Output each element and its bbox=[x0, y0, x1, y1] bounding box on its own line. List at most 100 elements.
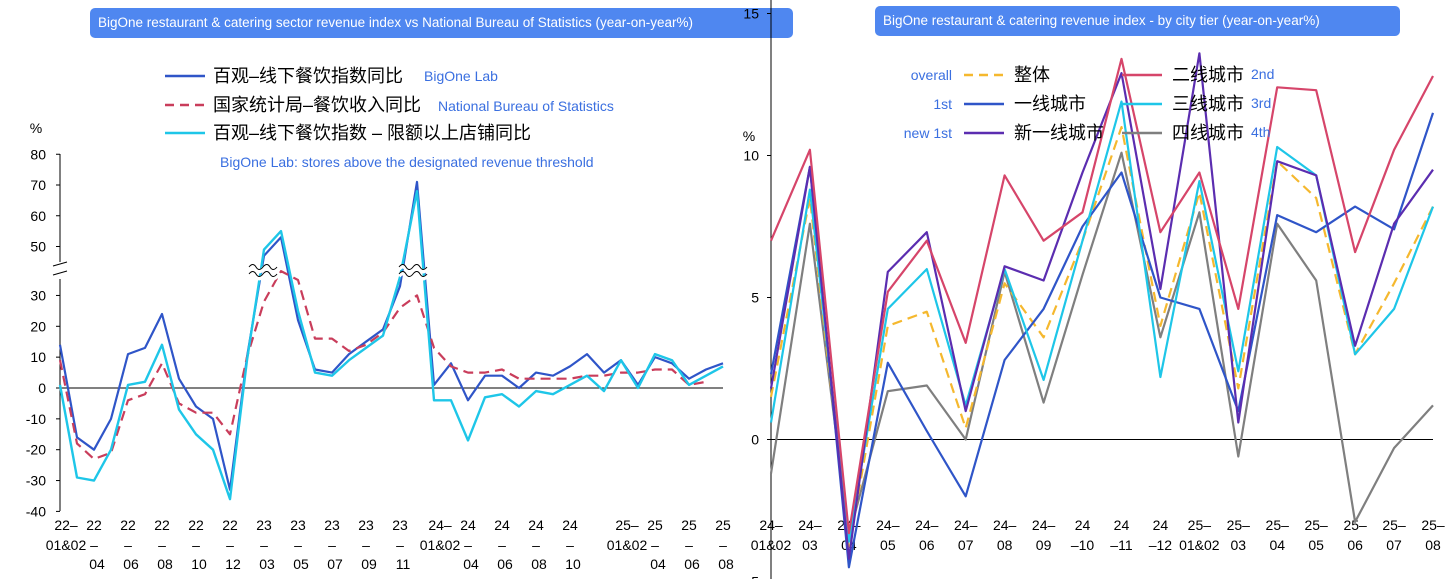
left-line-break-mask bbox=[247, 264, 279, 281]
right-x-tick-label: 06 bbox=[1347, 537, 1363, 553]
left-x-tick-label: – bbox=[158, 537, 166, 553]
right-legend-label-new-1st: 新一线城市 bbox=[1014, 123, 1104, 143]
right-x-tick-label: 08 bbox=[997, 537, 1013, 553]
right-y-tick-label: 15 bbox=[743, 6, 759, 22]
left-x-tick-label: – bbox=[226, 537, 234, 553]
left-x-tick-label: 04 bbox=[463, 556, 479, 572]
right-x-tick-label: 25– bbox=[1188, 517, 1212, 533]
left-x-tick-label: – bbox=[651, 537, 659, 553]
left-x-tick-label: 24 bbox=[460, 517, 476, 533]
left-x-tick-label: 01&02 bbox=[46, 537, 87, 553]
left-y-tick-label: -20 bbox=[26, 442, 46, 458]
left-line-break-symbol bbox=[248, 264, 278, 277]
right-legend-english-4th: 4th bbox=[1251, 124, 1270, 140]
left-line-break-symbol bbox=[398, 264, 428, 277]
right-x-tick-label: 01&02 bbox=[1179, 537, 1220, 553]
left-x-tick-label: 01&02 bbox=[607, 537, 648, 553]
left-x-tick-label: 08 bbox=[531, 556, 547, 572]
left-y-tick-label: -40 bbox=[26, 503, 46, 519]
right-x-tick-label: 25– bbox=[1382, 517, 1406, 533]
right-y-tick-label: 10 bbox=[743, 148, 759, 164]
right-x-tick-label: 25– bbox=[1421, 517, 1445, 533]
left-x-tick-label: – bbox=[532, 537, 540, 553]
left-x-tick-label: 22 bbox=[120, 517, 136, 533]
left-y-tick-label: 70 bbox=[30, 177, 46, 193]
right-x-tick-label: –10 bbox=[1071, 537, 1095, 553]
left-y-unit-label: % bbox=[30, 120, 42, 136]
right-y-tick-label: -5 bbox=[747, 574, 760, 579]
left-x-tick-label: 25 bbox=[681, 517, 697, 533]
right-legend-english-1st: 1st bbox=[933, 96, 952, 112]
right-x-tick-label: 01&02 bbox=[751, 537, 792, 553]
right-x-tick-label: 05 bbox=[880, 537, 896, 553]
left-x-tick-label: – bbox=[90, 537, 98, 553]
left-x-tick-label: 23 bbox=[290, 517, 306, 533]
right-y-tick-label: 5 bbox=[751, 290, 759, 306]
left-x-tick-label: – bbox=[498, 537, 506, 553]
left-y-tick-label: 60 bbox=[30, 208, 46, 224]
left-x-tick-label: 08 bbox=[157, 556, 173, 572]
left-x-tick-label: – bbox=[294, 537, 302, 553]
left-x-tick-label: 04 bbox=[89, 556, 105, 572]
left-x-tick-label: 06 bbox=[497, 556, 513, 572]
left-y-tick-label: 0 bbox=[38, 380, 46, 396]
left-x-tick-label: – bbox=[719, 537, 727, 553]
left-x-tick-label: 09 bbox=[361, 556, 377, 572]
right-x-tick-label: 03 bbox=[802, 537, 818, 553]
right-y-unit-label: % bbox=[743, 128, 755, 144]
right-x-tick-label: 25– bbox=[1266, 517, 1290, 533]
left-legend-label-1: 百观–线下餐饮指数同比 bbox=[213, 66, 403, 86]
right-x-tick-label: 08 bbox=[1425, 537, 1441, 553]
right-x-tick-label: 24– bbox=[759, 517, 783, 533]
left-x-tick-label: 10 bbox=[191, 556, 207, 572]
left-series-line-2 bbox=[58, 270, 707, 461]
right-legend-english-new-1st: new 1st bbox=[904, 125, 952, 141]
right-legend-english-3rd: 3rd bbox=[1251, 95, 1271, 111]
right-x-tick-label: 24– bbox=[798, 517, 822, 533]
right-legend-english-overall: overall bbox=[911, 67, 952, 83]
left-series-line-3 bbox=[58, 190, 724, 501]
left-y-tick-label: 10 bbox=[30, 349, 46, 365]
left-x-tick-label: 12 bbox=[225, 556, 241, 572]
left-x-tick-label: – bbox=[464, 537, 472, 553]
left-x-tick-label: 05 bbox=[293, 556, 309, 572]
left-x-tick-label: – bbox=[192, 537, 200, 553]
right-series-line-2nd bbox=[769, 57, 1434, 535]
left-legend-english-2: National Bureau of Statistics bbox=[438, 98, 614, 114]
left-x-tick-label: 22 bbox=[154, 517, 170, 533]
left-x-tick-label: – bbox=[566, 537, 574, 553]
right-legend-label-4th: 四线城市 bbox=[1172, 123, 1244, 143]
left-x-tick-label: 25– bbox=[615, 517, 639, 533]
right-chart-title: BigOne restaurant & catering revenue ind… bbox=[875, 6, 1400, 36]
right-x-tick-label: 24– bbox=[915, 517, 939, 533]
left-x-tick-label: 08 bbox=[718, 556, 734, 572]
left-x-tick-label: 25 bbox=[715, 517, 731, 533]
left-x-tick-label: 23 bbox=[358, 517, 374, 533]
left-x-tick-label: 22 bbox=[86, 517, 102, 533]
left-x-tick-label: 03 bbox=[259, 556, 275, 572]
left-x-tick-label: 23 bbox=[324, 517, 340, 533]
left-chart-title: BigOne restaurant & catering sector reve… bbox=[90, 8, 793, 38]
right-x-tick-label: 09 bbox=[1036, 537, 1052, 553]
right-x-tick-label: 25– bbox=[1227, 517, 1251, 533]
left-x-tick-label: 01&02 bbox=[420, 537, 461, 553]
left-x-tick-label: 23 bbox=[392, 517, 408, 533]
left-x-tick-label: 06 bbox=[684, 556, 700, 572]
right-y-tick-label: 0 bbox=[751, 432, 759, 448]
right-x-tick-label: –11 bbox=[1110, 537, 1133, 553]
left-x-tick-label: 25 bbox=[647, 517, 663, 533]
right-x-tick-label: 24 bbox=[1153, 517, 1169, 533]
right-x-tick-label: 25– bbox=[1304, 517, 1328, 533]
left-x-tick-label: – bbox=[362, 537, 370, 553]
right-x-tick-label: 24– bbox=[993, 517, 1017, 533]
left-series-line-1 bbox=[58, 180, 724, 491]
left-x-tick-label: 23 bbox=[256, 517, 272, 533]
left-legend-english-1: BigOne Lab bbox=[424, 68, 498, 84]
right-x-tick-label: –12 bbox=[1149, 537, 1173, 553]
right-series-line-new-1st bbox=[769, 52, 1434, 560]
left-x-tick-label: 22 bbox=[222, 517, 238, 533]
left-x-tick-label: 07 bbox=[327, 556, 343, 572]
left-x-tick-label: 24– bbox=[428, 517, 452, 533]
right-legend-label-1st: 一线城市 bbox=[1014, 94, 1086, 114]
left-x-tick-label: – bbox=[396, 537, 404, 553]
